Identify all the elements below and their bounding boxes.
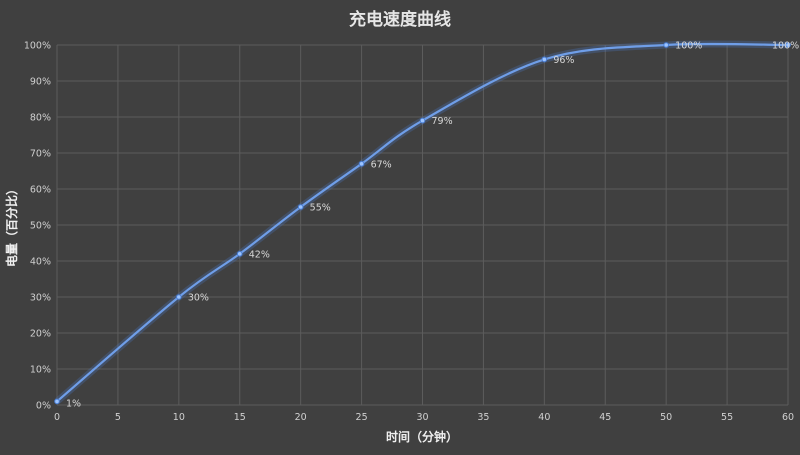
x-tick-label: 10 — [173, 412, 185, 423]
x-tick-label: 15 — [234, 412, 246, 423]
data-point — [297, 204, 304, 210]
data-label: 42% — [249, 249, 270, 260]
data-label: 79% — [432, 116, 453, 127]
x-tick-label: 55 — [721, 412, 733, 423]
y-tick-label: 90% — [30, 77, 51, 88]
chart-title: 充电速度曲线 — [349, 9, 451, 30]
data-label: 67% — [371, 159, 392, 170]
data-label: 96% — [553, 55, 574, 66]
x-tick-label: 35 — [477, 412, 489, 423]
data-point — [541, 56, 548, 63]
series-line — [56, 42, 789, 403]
data-label: 1% — [66, 398, 81, 409]
data-label: 100% — [772, 41, 799, 52]
x-tick-label: 60 — [782, 412, 794, 423]
x-tick-label: 25 — [356, 412, 368, 423]
data-point — [663, 42, 669, 48]
y-tick-label: 80% — [30, 113, 51, 124]
data-point — [419, 117, 426, 124]
y-tick-label: 40% — [30, 257, 51, 268]
y-tick-label: 10% — [30, 365, 51, 376]
x-tick-label: 20 — [295, 412, 307, 423]
ticks: 0 5 10 15 20 25 30 35 40 45 50 55 60 0% 10% 20% 30% 40% 50… — [24, 41, 794, 424]
grid — [56, 44, 789, 406]
data-label: 100% — [675, 41, 702, 52]
data-labels: 1% 30% 42% 55% 67% 79% 96% 100% 100% — [66, 41, 799, 410]
data-point — [236, 251, 243, 257]
y-tick-label: 60% — [30, 185, 51, 196]
y-tick-label: 100% — [24, 41, 51, 52]
data-point — [785, 42, 791, 48]
data-label: 55% — [310, 203, 331, 214]
data-point — [176, 294, 182, 300]
data-point — [54, 398, 60, 405]
data-label: 30% — [188, 293, 209, 304]
x-tick-label: 30 — [416, 412, 428, 423]
x-tick-label: 0 — [54, 412, 60, 423]
y-tick-label: 20% — [30, 329, 51, 340]
x-tick-label: 40 — [538, 412, 550, 423]
y-tick-label: 50% — [30, 221, 51, 232]
data-point — [358, 161, 365, 167]
x-axis-title: 时间（分钟） — [386, 429, 458, 444]
x-tick-label: 50 — [660, 412, 672, 423]
series — [54, 40, 791, 405]
y-tick-label: 30% — [30, 293, 51, 304]
x-tick-label: 45 — [599, 412, 611, 423]
x-tick-label: 5 — [115, 412, 121, 423]
y-axis-title: 电量（百分比） — [4, 183, 19, 267]
y-tick-label: 70% — [30, 149, 51, 160]
y-tick-label: 0% — [36, 401, 51, 412]
